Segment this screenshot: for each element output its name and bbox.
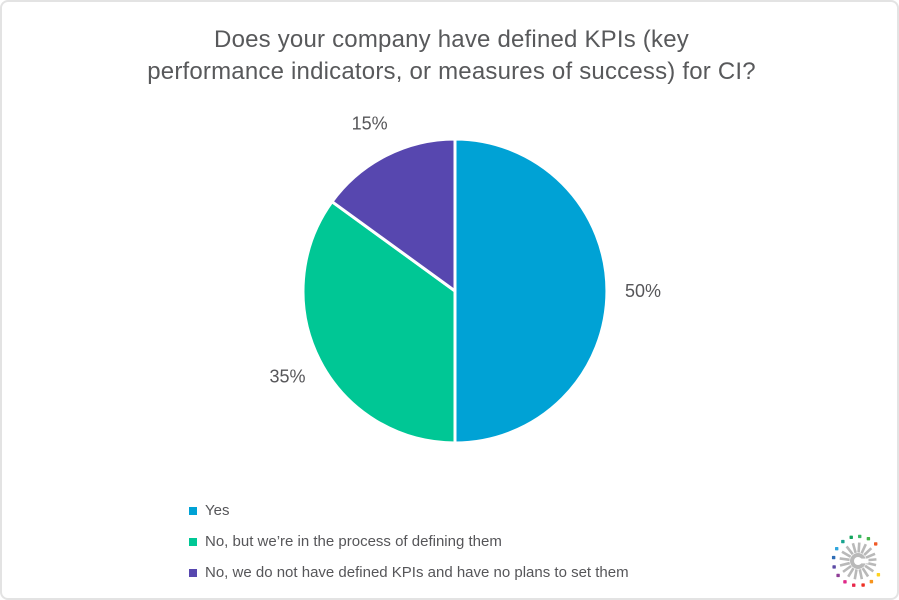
logo-ray: [845, 545, 854, 556]
legend-item-yes: Yes: [189, 502, 629, 519]
logo-dot: [852, 583, 856, 587]
legend: Yes No, but we’re in the process of defi…: [189, 502, 629, 581]
value-label-0: 50%: [625, 281, 661, 301]
logo-dot: [858, 534, 862, 539]
starburst-logo-icon: [831, 534, 881, 587]
chart-title-line-2: performance indicators, or measures of s…: [147, 58, 756, 85]
legend-swatch-in-process: [189, 537, 197, 546]
logo-ray: [853, 569, 858, 580]
logo-ray: [858, 569, 864, 580]
logo-dot: [866, 537, 871, 541]
logo-dot: [874, 542, 878, 546]
logo-dot: [869, 579, 874, 584]
logo-ray: [861, 567, 870, 578]
chart-title: Does your company have defined KPIs (key…: [2, 24, 897, 88]
logo-hub-hole: [854, 557, 862, 565]
logo-hub-opening: [860, 558, 869, 564]
pie-slice-0: [453, 137, 609, 445]
logo-ray: [857, 542, 861, 553]
logo-ray: [839, 557, 850, 562]
value-label-1: 35%: [269, 366, 305, 386]
legend-item-in-process: No, but we’re in the process of defining…: [189, 533, 629, 550]
legend-label: Yes: [205, 502, 230, 519]
logo-dot: [876, 573, 881, 577]
logo-ray: [865, 552, 876, 559]
logo-ray: [839, 561, 851, 567]
legend-swatch-yes: [189, 506, 197, 515]
legend-label: No, but we’re in the process of defining…: [205, 533, 502, 550]
logo-dot: [832, 565, 836, 569]
pie-slice-2: [330, 137, 457, 293]
logo-ray: [847, 567, 855, 578]
pie-slice-1: [301, 200, 457, 445]
logo-dot: [841, 539, 845, 544]
logo-dot: [849, 535, 853, 540]
logo-dot: [843, 580, 847, 584]
logo-ray: [860, 543, 867, 554]
logo-dot: [836, 573, 840, 578]
logo-dot: [861, 583, 865, 587]
logo-ray: [841, 550, 852, 558]
legend-item-no-plans: No, we do not have defined KPIs and have…: [189, 564, 629, 581]
logo-dot: [835, 547, 839, 551]
logo-ray: [851, 542, 857, 554]
value-label-2: 15%: [352, 114, 388, 134]
logo-ray: [842, 564, 852, 573]
logo-ray: [864, 564, 875, 573]
pie-chart: 50% 35% 15%: [269, 114, 661, 445]
logo-dot: [831, 555, 836, 560]
legend-label: No, we do not have defined KPIs and have…: [205, 564, 629, 581]
chart-title-line-1: Does your company have defined KPIs (key: [214, 26, 689, 53]
legend-swatch-no-plans: [189, 568, 197, 577]
logo-ray: [863, 547, 873, 557]
